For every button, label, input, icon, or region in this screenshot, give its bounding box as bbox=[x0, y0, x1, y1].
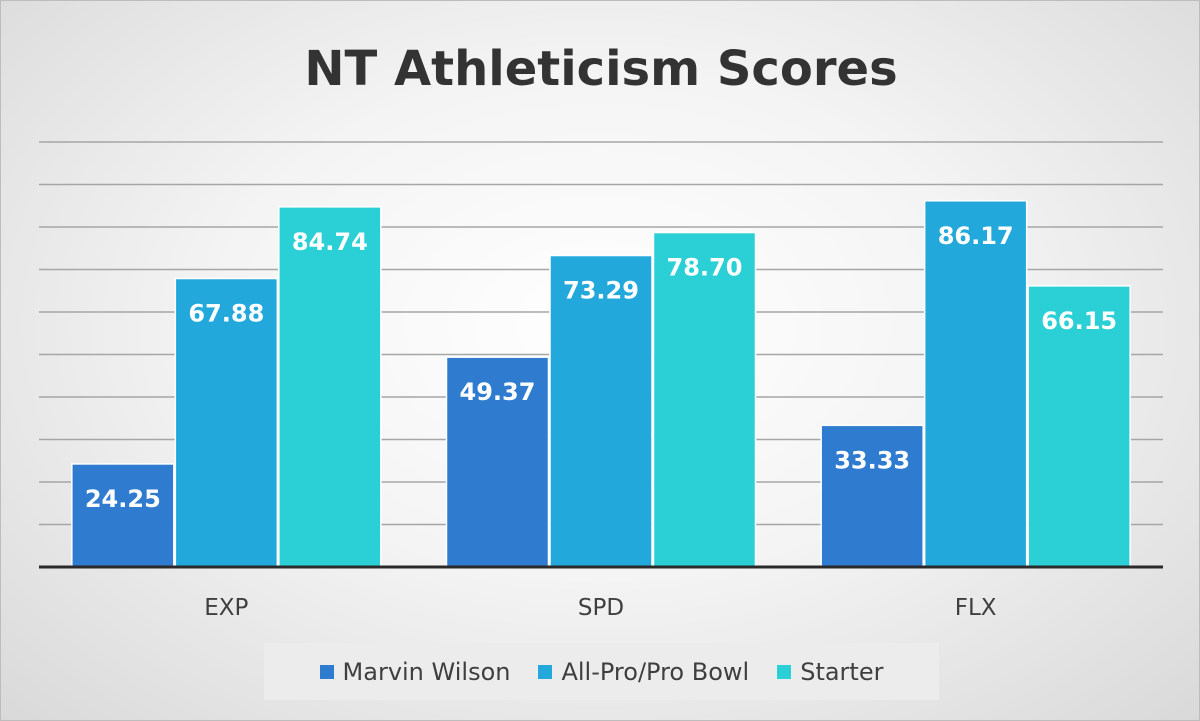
data-label: 33.33 bbox=[834, 446, 910, 474]
data-label: 49.37 bbox=[460, 378, 536, 406]
bar-exp-1 bbox=[174, 277, 279, 568]
data-label: 78.70 bbox=[667, 254, 743, 282]
legend-swatch bbox=[777, 664, 792, 679]
legend-item: Starter bbox=[777, 658, 883, 686]
x-tick-label: SPD bbox=[578, 595, 624, 621]
data-label: 73.29 bbox=[563, 277, 639, 305]
legend-swatch bbox=[319, 664, 334, 679]
bar-exp-2 bbox=[278, 206, 382, 568]
data-label: 67.88 bbox=[188, 300, 264, 328]
legend: Marvin Wilson All-Pro/Pro Bowl Starter bbox=[264, 643, 939, 700]
bar-flx-1 bbox=[923, 200, 1028, 568]
legend-item: Marvin Wilson bbox=[319, 657, 511, 686]
legend-label: Starter bbox=[800, 657, 884, 686]
x-tick-label: FLX bbox=[955, 595, 997, 621]
bar-flx-2 bbox=[1027, 285, 1131, 568]
bar-spd-2 bbox=[652, 231, 757, 568]
x-tick-label: EXP bbox=[204, 595, 248, 621]
data-labels: 24.25 67.88 84.74 49.37 73.29 78.70 33.33 86.17… bbox=[85, 222, 1117, 513]
legend-label: Marvin Wilson bbox=[342, 657, 511, 686]
data-label: 66.15 bbox=[1041, 307, 1117, 335]
legend-swatch bbox=[538, 664, 553, 679]
bars bbox=[71, 200, 1131, 568]
bar-spd-0 bbox=[445, 356, 550, 568]
chart-title: NT Athleticism Scores bbox=[304, 41, 897, 97]
x-axis: EXP SPD FLX bbox=[39, 565, 1163, 621]
bar-flx-0 bbox=[820, 424, 924, 568]
data-label: 84.74 bbox=[292, 228, 368, 256]
legend-label: All-Pro/Pro Bowl bbox=[561, 657, 750, 686]
bar-exp-0 bbox=[71, 463, 175, 568]
legend-item: All-Pro/Pro Bowl bbox=[538, 658, 749, 686]
data-label: 24.25 bbox=[85, 485, 161, 513]
data-label: 86.17 bbox=[938, 222, 1014, 250]
